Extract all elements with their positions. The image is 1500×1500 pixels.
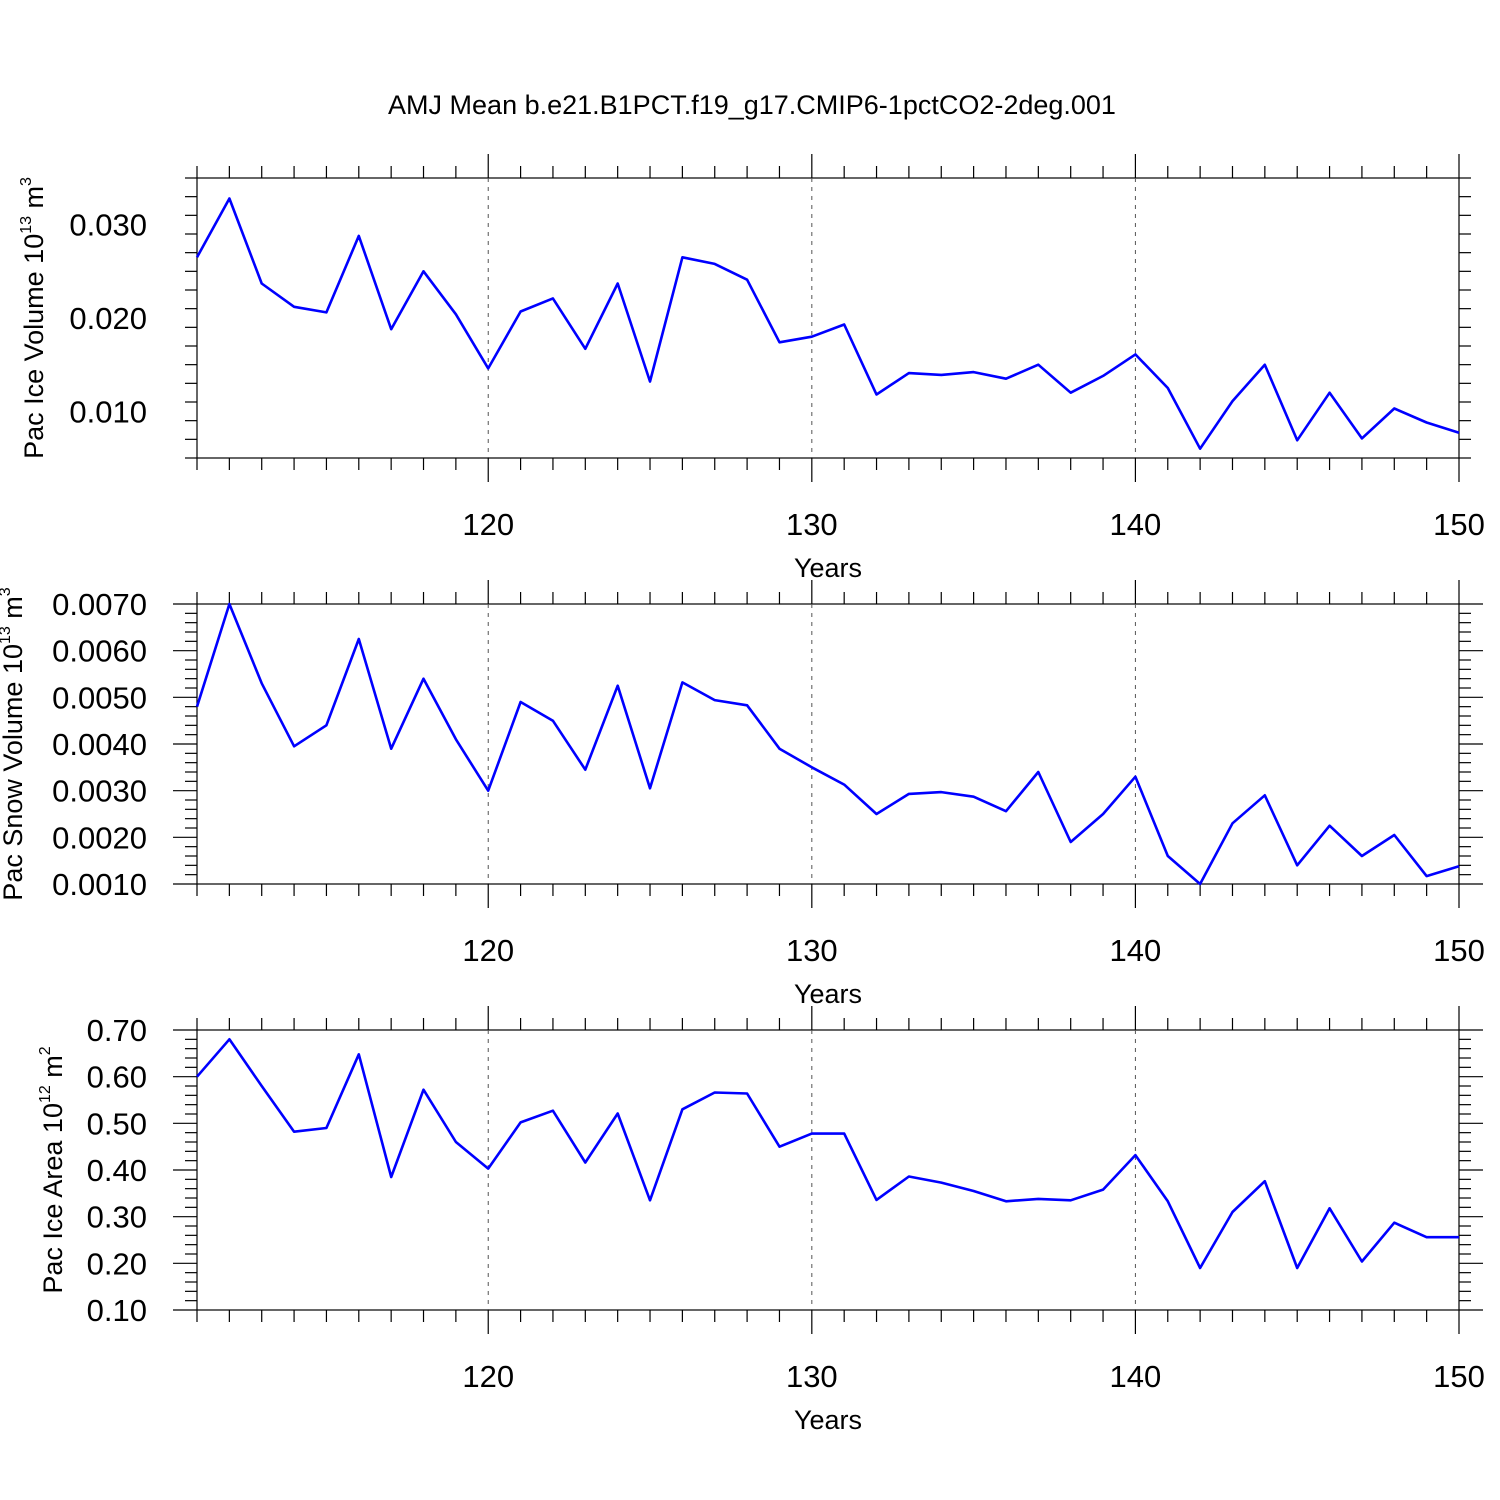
y-axis-label-text: Pac Snow Volume 10	[0, 644, 28, 901]
y-tick-label: 0.030	[69, 208, 147, 243]
y-tick-label: 0.0010	[52, 867, 147, 902]
y-tick-label: 0.10	[87, 1293, 147, 1328]
panel-1: 120 130 140 150 0.010 0.020 0.030 Years Pac Ice …	[18, 154, 1485, 583]
x-tick-label-120: 120	[462, 933, 514, 968]
x-tick-label-140: 140	[1110, 933, 1162, 968]
x-tick-label-130: 130	[786, 1359, 838, 1394]
y-axis-label-unit: m	[38, 1055, 68, 1085]
y-axis-label-unit: m	[19, 186, 49, 216]
x-tick-label-150: 150	[1433, 1359, 1485, 1394]
y-axis-label-unit-sup: 2	[37, 1046, 54, 1055]
panel-2: 120 130 140 150 0.0010 0.0020 0.0030 0.0040 0.00…	[0, 580, 1485, 1009]
x-tick-label-150: 150	[1433, 507, 1485, 542]
x-tick-label-120: 120	[462, 507, 514, 542]
y-tick-label: 0.020	[69, 301, 147, 336]
y-tick-label: 0.40	[87, 1153, 147, 1188]
y-axis-label-unit-sup: 3	[18, 177, 35, 186]
y-axis-label: Pac Ice Area 1012 m2	[37, 1046, 68, 1293]
plot-frame	[196, 603, 1460, 885]
y-axis-label-sup: 12	[37, 1085, 54, 1103]
x-axis-label: Years	[794, 1405, 862, 1435]
y-tick-label: 0.0060	[52, 634, 147, 669]
y-tick-label: 0.20	[87, 1246, 147, 1281]
y-tick-label: 0.0020	[52, 820, 147, 855]
plot-frame	[196, 177, 1460, 459]
y-tick-label: 0.0070	[52, 587, 147, 622]
x-axis-label: Years	[794, 979, 862, 1009]
x-tick-label-150: 150	[1433, 933, 1485, 968]
series-line-1	[195, 197, 1460, 451]
y-axis-label: Pac Snow Volume 1013 m3	[0, 587, 28, 900]
panel-3: 120 130 140 150 0.10 0.20 0.30 0.40 0.50 0.60 0.70…	[37, 1006, 1485, 1435]
y-tick-label: 0.010	[69, 394, 147, 429]
x-tick-label-140: 140	[1110, 507, 1162, 542]
plot-frame	[196, 1029, 1460, 1311]
x-tick-label-140: 140	[1110, 1359, 1162, 1394]
y-tick-label: 0.0040	[52, 727, 147, 762]
panels: 120 130 140 150 0.010 0.020 0.030 Years Pac Ice …	[0, 154, 1485, 1435]
x-tick-label-130: 130	[786, 933, 838, 968]
y-tick-label: 0.60	[87, 1060, 147, 1095]
y-axis-label-unit-sup: 3	[0, 587, 14, 596]
y-axis-label-sup: 13	[18, 216, 35, 234]
x-tick-label-120: 120	[462, 1359, 514, 1394]
series-line-1	[195, 602, 1460, 886]
y-tick-label: 0.70	[87, 1013, 147, 1048]
x-tick-label-130: 130	[786, 507, 838, 542]
y-tick-label: 0.30	[87, 1200, 147, 1235]
x-axis-label: Years	[794, 553, 862, 583]
y-axis-label-text: Pac Ice Volume 10	[19, 234, 49, 459]
y-axis-label-sup: 13	[0, 626, 14, 644]
y-tick-label: 0.0030	[52, 774, 147, 809]
y-tick-label: 0.0050	[52, 680, 147, 715]
y-axis-label-text: Pac Ice Area 10	[38, 1103, 68, 1294]
series-line-1	[196, 1038, 1459, 1270]
y-axis-label: Pac Ice Volume 1013 m3	[18, 177, 49, 459]
y-axis-label-unit: m	[0, 596, 28, 626]
y-tick-label: 0.50	[87, 1106, 147, 1141]
figure-title: AMJ Mean b.e21.B1PCT.f19_g17.CMIP6-1pctC…	[388, 90, 1116, 120]
